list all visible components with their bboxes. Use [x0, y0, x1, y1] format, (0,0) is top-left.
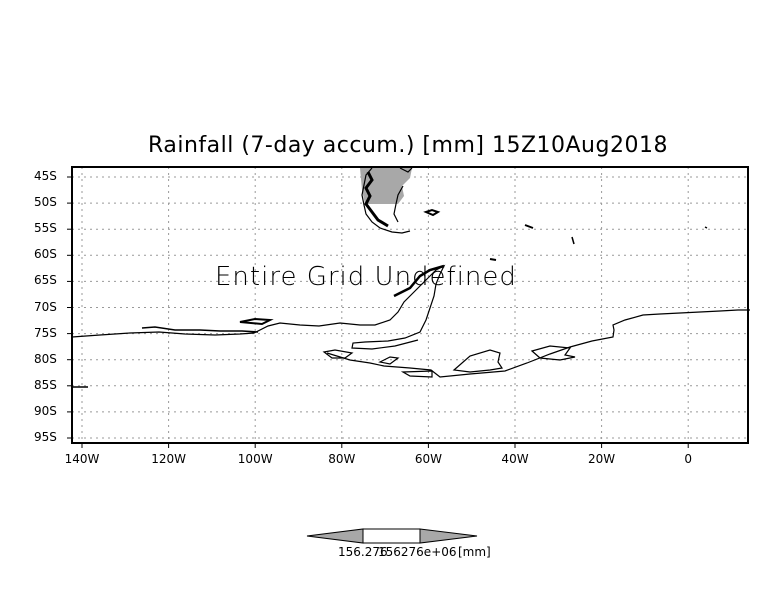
south-orkney — [489, 258, 497, 261]
south-sandwich — [571, 236, 575, 245]
lat-label: 55S — [34, 221, 57, 236]
south-georgia — [524, 224, 534, 229]
colorbar-right-triangle — [419, 528, 478, 544]
amery-ice-shelf — [530, 345, 576, 361]
coastlines — [71, 167, 750, 388]
lat-label: 95S — [34, 430, 57, 444]
lon-label: 100W — [237, 452, 273, 466]
antarctic-coast-west — [71, 264, 446, 350]
axis-ticks — [67, 176, 689, 448]
lat-label: 80S — [34, 351, 57, 366]
colorbar — [306, 528, 478, 544]
gridlines — [72, 167, 748, 443]
antarctic-coast-east — [326, 309, 750, 378]
abbot-ice-shelf — [141, 326, 259, 333]
south-america-coast — [361, 167, 413, 234]
lat-label: 85S — [34, 377, 57, 392]
brunt-ice-shelf — [452, 349, 504, 373]
south-america-west-islands — [364, 171, 389, 228]
lon-label: 140W — [64, 452, 100, 466]
lon-label: 60W — [414, 452, 442, 466]
lat-label: 90S — [34, 403, 57, 418]
colorbar-label-2: 156276e+06 — [378, 545, 457, 559]
lat-label: 60S — [34, 247, 57, 262]
colorbar-left-triangle — [306, 528, 364, 544]
lon-label: 20W — [588, 452, 616, 466]
ronne-ice-shelf — [322, 349, 354, 359]
lat-label: 65S — [34, 273, 57, 288]
berkner-island — [378, 356, 400, 365]
plot-title: Rainfall (7-day accum.) [mm] 15Z10Aug201… — [148, 133, 668, 158]
lat-label: 50S — [34, 195, 57, 210]
falklands — [423, 208, 441, 217]
lat-label: 75S — [34, 325, 57, 340]
bellingshausen-islands — [239, 317, 274, 326]
lon-label: 40W — [501, 452, 529, 466]
antarctic-peninsula-islands — [393, 264, 445, 298]
undefined-grid-message: Entire Grid Undefined — [215, 262, 517, 292]
lon-label: 0 — [684, 452, 693, 466]
lat-label: 45S — [34, 169, 57, 183]
colorbar-box — [362, 528, 421, 544]
lon-label: 120W — [151, 452, 186, 466]
lon-label: 80W — [328, 452, 356, 466]
filchner-ice-shelf — [400, 370, 433, 378]
lat-label: 70S — [34, 299, 57, 314]
bouvet — [704, 226, 708, 229]
plot-frame — [71, 166, 749, 444]
colorbar-label-1: 156.276 — [338, 545, 388, 559]
rain-shaded-area — [360, 168, 412, 204]
colorbar-unit: [mm] — [458, 545, 491, 559]
